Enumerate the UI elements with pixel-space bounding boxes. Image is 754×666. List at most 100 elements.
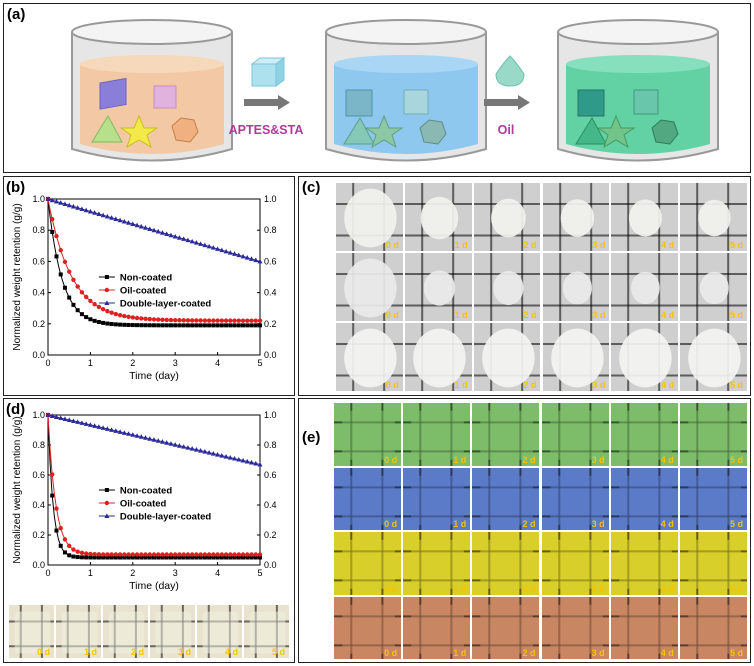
- data-point-non-coated: [79, 312, 84, 317]
- data-point-double-layer-coated: [45, 196, 51, 201]
- photo-grid-lines: [542, 323, 610, 391]
- step2-label: Oil: [498, 123, 515, 137]
- data-point-oil-coated: [71, 277, 76, 283]
- data-point-double-layer-coated: [223, 453, 229, 459]
- data-point-double-layer-coated: [240, 457, 246, 463]
- data-point-oil-coated: [139, 316, 144, 321]
- hydrogel-sample: [423, 270, 455, 306]
- data-point-oil-coated: [67, 543, 72, 549]
- hydrogel-sample: [342, 475, 395, 525]
- day-label: 3 d: [592, 380, 606, 390]
- data-point-non-coated: [219, 555, 224, 560]
- data-point-double-layer-coated: [138, 434, 144, 439]
- data-point-oil-coated: [189, 552, 195, 557]
- data-point-non-coated: [58, 543, 63, 548]
- y-tick-label: 0.2: [32, 319, 45, 329]
- sample-photo: 2 d: [472, 322, 542, 392]
- data-point-double-layer-coated: [117, 429, 123, 434]
- y2-tick-label: 0.8: [264, 440, 277, 450]
- sample-photo: 1 d: [402, 531, 472, 596]
- data-point-non-coated: [50, 230, 55, 235]
- panel-b: (b) 0 1 2 3 4 5 0.0 0.0 0.2 0.2 0.4 0.4 0.6 0.6 0.8 0.8…: [3, 176, 295, 396]
- data-point-double-layer-coated: [49, 413, 55, 418]
- hydrogel-sample: [411, 539, 465, 589]
- sample-photo: 3 d: [540, 531, 610, 596]
- day-label: 0 d: [384, 648, 398, 658]
- x-axis-label: Time (day): [129, 370, 179, 382]
- hydrogel-sample: [550, 328, 604, 388]
- photo-grid-lines: [334, 596, 402, 660]
- data-point-oil-coated: [62, 259, 68, 265]
- x-tick-label: 0: [45, 568, 50, 578]
- data-point-double-layer-coated: [143, 225, 149, 230]
- legend-marker: [104, 513, 110, 518]
- data-point-non-coated: [118, 555, 123, 560]
- data-point-non-coated: [92, 318, 97, 323]
- sample-photo: 2 d: [471, 595, 541, 660]
- day-label: 3 d: [592, 310, 606, 320]
- panel-e: (e) 0 d 1 d 2 d 3 d 4 d 5 d 0 d 1 d 2 d 3 d 4 d 5 d…: [298, 398, 751, 663]
- day-label: 2 d: [522, 454, 536, 465]
- hydrogel-sample: [688, 475, 741, 525]
- data-point-double-layer-coated: [134, 433, 140, 438]
- day-label: 4 d: [660, 454, 674, 465]
- data-point-non-coated: [50, 493, 55, 498]
- data-point-non-coated: [164, 555, 169, 560]
- hydrogel-sample: [108, 611, 145, 654]
- hydrogel-sample: [480, 539, 534, 589]
- data-point-double-layer-coated: [126, 431, 132, 436]
- data-point-oil-coated: [253, 552, 258, 557]
- data-point-non-coated: [232, 323, 237, 328]
- sample-photo: 4 d: [610, 182, 680, 252]
- y-axis-label: Normalized weight retention (g/g): [12, 203, 23, 350]
- data-point-non-coated: [126, 555, 131, 560]
- day-label: 1 d: [83, 647, 97, 657]
- hydrogel-sample: [688, 328, 741, 388]
- data-point-oil-coated: [223, 552, 229, 557]
- data-point-double-layer-coated: [147, 436, 153, 441]
- data-point-non-coated: [185, 555, 190, 560]
- data-point-non-coated: [258, 555, 262, 560]
- sample-photo: 3 d: [541, 182, 611, 252]
- data-point-non-coated: [54, 254, 59, 259]
- photo-grid-lines: [473, 323, 541, 391]
- data-point-oil-coated: [228, 318, 233, 323]
- data-point-non-coated: [185, 323, 190, 328]
- data-point-non-coated: [109, 555, 114, 560]
- data-point-non-coated: [105, 555, 110, 560]
- data-point-oil-coated: [211, 552, 216, 557]
- data-point-double-layer-coated: [176, 235, 182, 240]
- data-point-double-layer-coated: [159, 439, 165, 444]
- photo-grid-lines: [473, 253, 541, 321]
- data-point-non-coated: [164, 323, 169, 328]
- data-point-non-coated: [96, 320, 101, 325]
- data-point-non-coated: [152, 555, 156, 560]
- data-point-double-layer-coated: [147, 226, 153, 231]
- data-point-double-layer-coated: [75, 205, 81, 210]
- data-point-non-coated: [241, 555, 246, 560]
- data-point-double-layer-coated: [130, 432, 136, 437]
- data-point-double-layer-coated: [253, 257, 259, 263]
- data-point-non-coated: [228, 555, 233, 560]
- hydrogel-sample: [698, 199, 731, 237]
- photo-grid-lines: [472, 532, 540, 595]
- data-point-oil-coated: [134, 552, 140, 557]
- data-point-double-layer-coated: [202, 242, 208, 248]
- data-point-oil-coated: [240, 552, 246, 557]
- sample-photo: 1 d: [402, 466, 472, 531]
- panel-a-label: (a): [7, 6, 26, 23]
- data-point-non-coated: [58, 272, 63, 277]
- data-point-double-layer-coated: [83, 207, 89, 213]
- data-point-oil-coated: [202, 318, 208, 323]
- sample-photo: 3 d: [540, 402, 610, 467]
- photo-grid-lines: [610, 532, 678, 595]
- data-point-double-layer-coated: [240, 253, 246, 259]
- data-point-oil-coated: [164, 552, 169, 557]
- data-point-double-layer-coated: [244, 458, 250, 464]
- data-point-oil-coated: [257, 318, 263, 323]
- day-label: 4 d: [660, 519, 674, 529]
- panel-e-label: (e): [302, 429, 321, 446]
- sample-photo: 5 d: [678, 466, 748, 531]
- data-point-double-layer-coated: [121, 430, 127, 435]
- y2-tick-label: 0.6: [264, 470, 277, 480]
